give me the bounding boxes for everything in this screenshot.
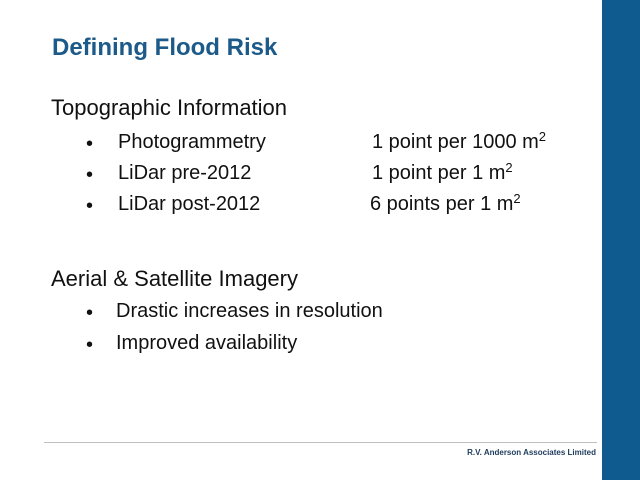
superscript: 2 bbox=[513, 191, 521, 206]
bullet-marker: • bbox=[86, 195, 94, 217]
bullet-marker: • bbox=[86, 334, 94, 356]
footer-company-name: R.V. Anderson Associates Limited bbox=[467, 448, 596, 457]
bullet-value-lidar-post-2012: 6 points per 1 m2 bbox=[370, 191, 521, 215]
bullet-label-resolution: Drastic increases in resolution bbox=[116, 300, 383, 322]
superscript: 2 bbox=[505, 160, 513, 175]
slide-title: Defining Flood Risk bbox=[52, 34, 278, 61]
bullet-label-lidar-pre-2012: LiDar pre-2012 bbox=[118, 162, 252, 184]
section-heading-imagery: Aerial & Satellite Imagery bbox=[51, 266, 298, 291]
bullet-marker: • bbox=[86, 164, 94, 186]
superscript: 2 bbox=[538, 129, 547, 144]
bullet-value-photogrammetry: 1 point per 1000 m2 bbox=[372, 129, 547, 153]
bullet-label-lidar-post-2012: LiDar post-2012 bbox=[118, 193, 261, 215]
bullet-marker: • bbox=[86, 133, 94, 155]
bullet-value-lidar-pre-2012: 1 point per 1 m2 bbox=[372, 160, 513, 184]
footer-divider bbox=[44, 442, 597, 443]
bullet-marker: • bbox=[86, 302, 94, 324]
section-heading-topographic: Topographic Information bbox=[51, 95, 288, 120]
bullet-label-photogrammetry: Photogrammetry bbox=[118, 131, 266, 153]
accent-side-bar bbox=[602, 0, 640, 480]
bullet-label-availability: Improved availability bbox=[116, 332, 298, 354]
